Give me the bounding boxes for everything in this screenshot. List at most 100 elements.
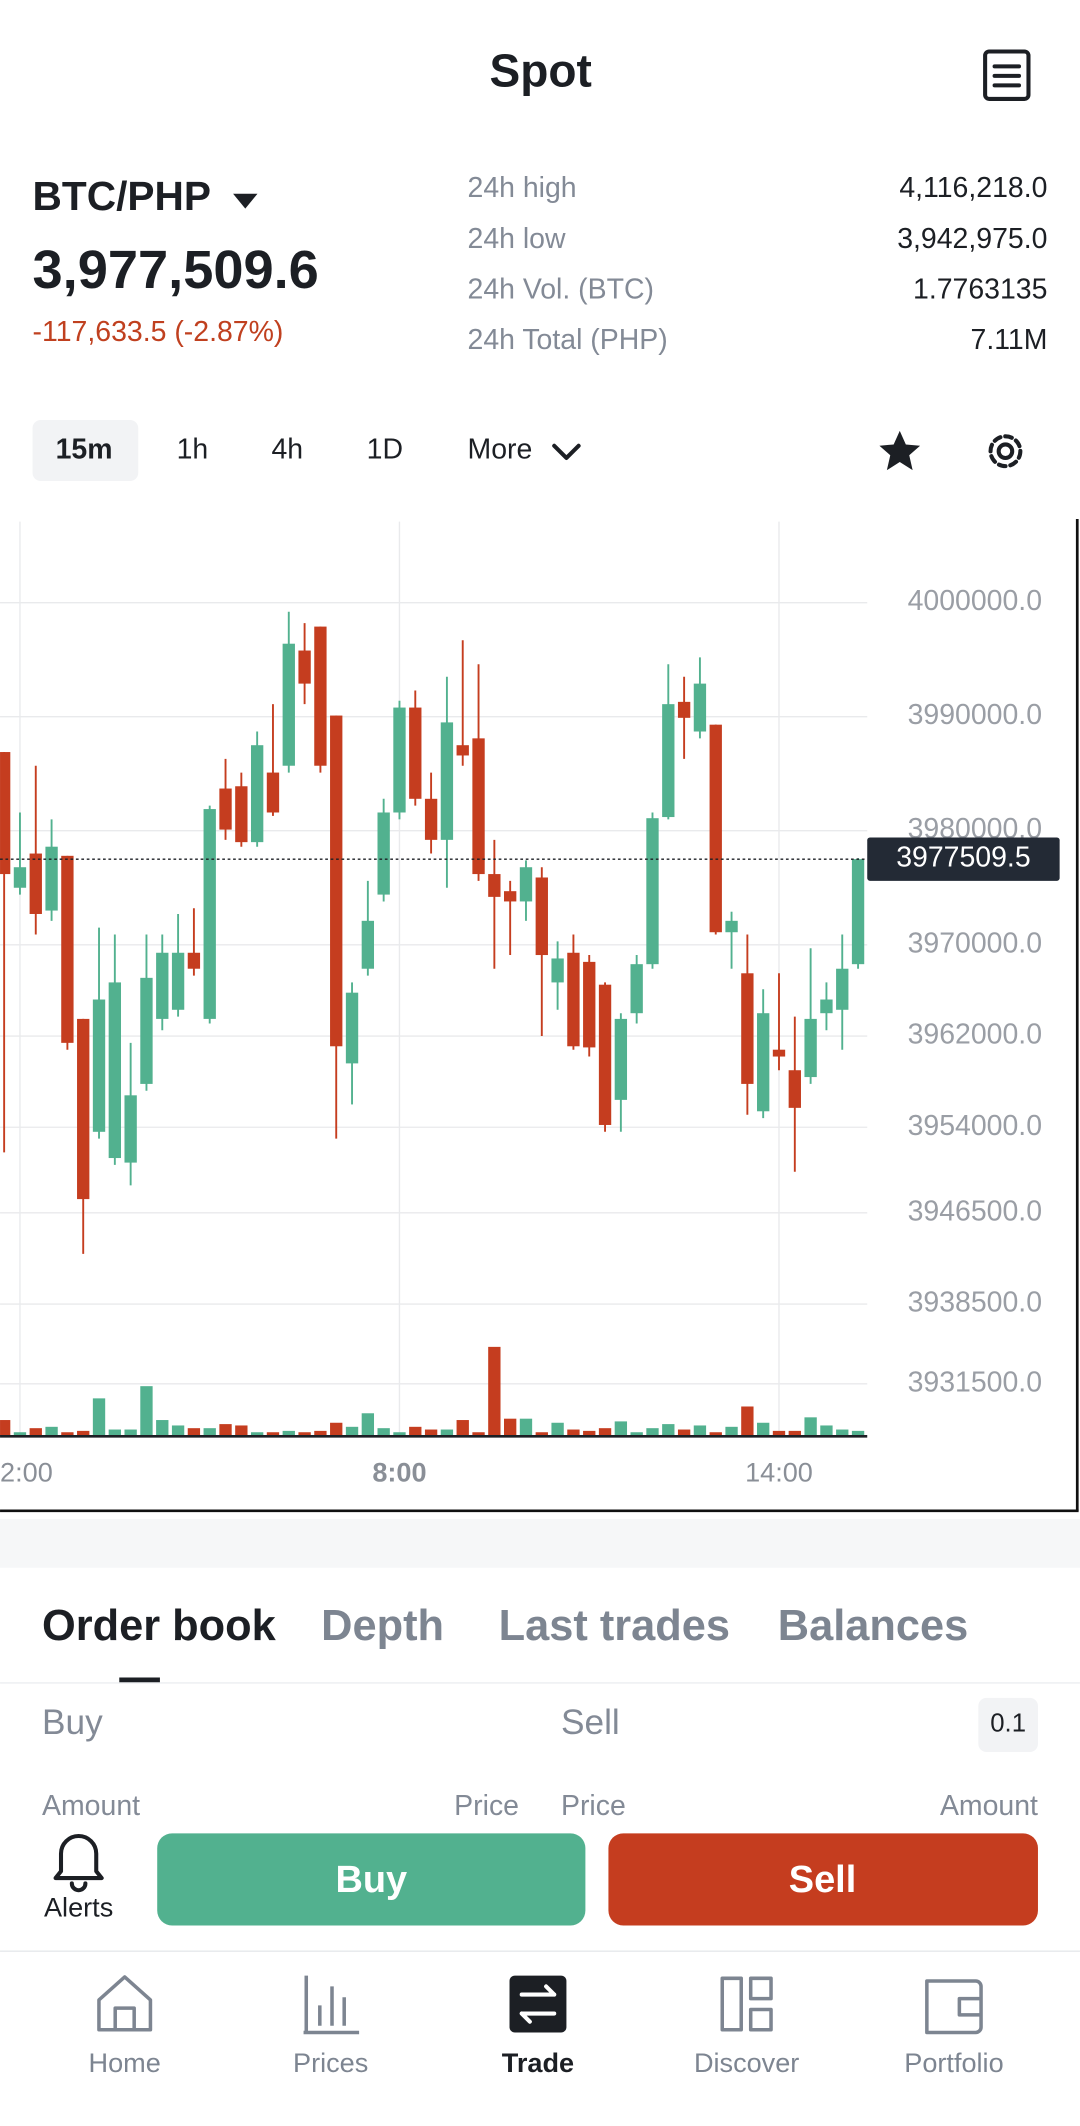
interval-button[interactable]: More xyxy=(468,434,533,466)
volume-bar xyxy=(140,1386,153,1437)
volume-bar xyxy=(646,1428,659,1437)
candle-body xyxy=(45,846,58,911)
candle-body xyxy=(504,891,517,902)
nav-label[interactable]: Portfolio xyxy=(904,2047,1003,2078)
sell-button[interactable] xyxy=(608,1833,1038,1926)
candle-body xyxy=(345,992,359,1064)
step-button[interactable] xyxy=(978,1697,1038,1753)
prices-icon[interactable] xyxy=(303,1975,360,2035)
buy-button-label[interactable]: Buy xyxy=(335,1859,407,1901)
candle-body xyxy=(266,772,280,813)
x-tick-label: 2:00 xyxy=(0,1456,53,1487)
candle-body xyxy=(836,968,849,1010)
candle-body xyxy=(124,1095,137,1163)
column-header: Price xyxy=(454,1790,519,1822)
interval-button[interactable]: 1D xyxy=(367,434,403,466)
candle-body xyxy=(13,867,27,888)
column-header: Amount xyxy=(940,1790,1038,1822)
volume-bar xyxy=(614,1421,628,1437)
volume-bar xyxy=(219,1424,232,1437)
pair-dropdown[interactable] xyxy=(233,193,258,209)
tab[interactable]: Depth xyxy=(321,1602,444,1650)
stats: 24h high 4,116,218.0 24h low 3,942,975.0 24h… xyxy=(468,172,1048,356)
sell-header: Sell xyxy=(561,1703,620,1742)
candle-body xyxy=(235,786,248,843)
nav-label[interactable]: Prices xyxy=(293,2047,368,2078)
stat-value: 1.7763135 xyxy=(913,273,1047,305)
candle-body xyxy=(488,874,501,897)
portfolio-icon[interactable] xyxy=(925,1979,983,2035)
settings-icon[interactable] xyxy=(988,434,1023,469)
tab[interactable]: Order book xyxy=(42,1602,277,1650)
nav-label[interactable]: Home xyxy=(89,2047,161,2078)
candle-body xyxy=(535,877,548,956)
step-value[interactable]: 0.1 xyxy=(990,1710,1026,1738)
tab[interactable]: Balances xyxy=(778,1602,968,1650)
y-tick-label: 3954000.0 xyxy=(908,1110,1042,1142)
candle-body xyxy=(851,859,865,965)
candle-body xyxy=(298,650,311,684)
volume-bar xyxy=(361,1413,375,1437)
volume-bar xyxy=(92,1398,106,1437)
volume-bar xyxy=(409,1426,422,1437)
more-chevron[interactable] xyxy=(552,443,581,461)
stat-label: 24h high xyxy=(468,172,577,204)
candle-body xyxy=(551,958,564,983)
volume-bar xyxy=(456,1420,469,1437)
y-tick-label: 3931500.0 xyxy=(908,1366,1042,1398)
volume-bar xyxy=(725,1426,738,1437)
interval-button[interactable]: 15m xyxy=(56,434,113,466)
stat-value: 3,942,975.0 xyxy=(897,223,1047,255)
volume-bar xyxy=(393,1432,406,1437)
candles xyxy=(0,611,865,1437)
volume-bar xyxy=(77,1430,90,1437)
candle-body xyxy=(646,818,659,965)
volume-bar xyxy=(424,1429,438,1437)
column-header: Price xyxy=(561,1790,626,1822)
candle-body xyxy=(741,973,754,1084)
volume-bar xyxy=(772,1430,786,1437)
volume-bar xyxy=(187,1428,201,1437)
sell-button-label[interactable]: Sell xyxy=(789,1859,856,1901)
candle-body xyxy=(171,952,185,1010)
volume-bar xyxy=(662,1424,675,1437)
interval-button[interactable]: 1h xyxy=(177,434,209,466)
nav-label[interactable]: Trade xyxy=(502,2047,574,2078)
favorite-icon[interactable] xyxy=(879,430,921,471)
candle-body xyxy=(29,853,42,914)
price-change: -117,633.5 (-2.87%) xyxy=(33,316,284,348)
volume-bar xyxy=(29,1428,42,1437)
volume-bar xyxy=(330,1422,343,1437)
trade-icon[interactable] xyxy=(509,1975,567,2033)
home-icon[interactable] xyxy=(97,1975,153,2032)
page-title: Spot xyxy=(490,45,592,97)
buy-button[interactable] xyxy=(157,1833,586,1926)
volume-bar xyxy=(535,1432,548,1437)
discover-icon[interactable] xyxy=(720,1976,773,2032)
candle-body xyxy=(377,812,390,895)
candle-body xyxy=(108,982,122,1159)
interval-button[interactable]: 4h xyxy=(271,434,303,466)
volume-bar xyxy=(266,1432,280,1437)
candle-body xyxy=(788,1070,801,1108)
candle-body xyxy=(567,952,580,1047)
orders-icon[interactable] xyxy=(983,49,1031,101)
volume-bar xyxy=(250,1432,264,1437)
alerts-label[interactable]: Alerts xyxy=(44,1891,113,1922)
volume-bar xyxy=(836,1429,849,1437)
volume-bar xyxy=(156,1420,169,1437)
pair[interactable]: BTC/PHP xyxy=(33,173,211,219)
volume-bar xyxy=(13,1432,27,1437)
interval-active xyxy=(32,420,139,482)
nav-label[interactable]: Discover xyxy=(694,2047,799,2078)
volume-bar xyxy=(0,1420,11,1437)
volume-bar xyxy=(677,1429,691,1437)
alerts-icon[interactable] xyxy=(53,1834,104,1893)
candle-body xyxy=(187,952,201,969)
volume-bar xyxy=(504,1418,517,1437)
stat-label: 24h low xyxy=(468,223,566,255)
tab-indicator xyxy=(119,1677,160,1683)
tab[interactable]: Last trades xyxy=(499,1602,730,1650)
